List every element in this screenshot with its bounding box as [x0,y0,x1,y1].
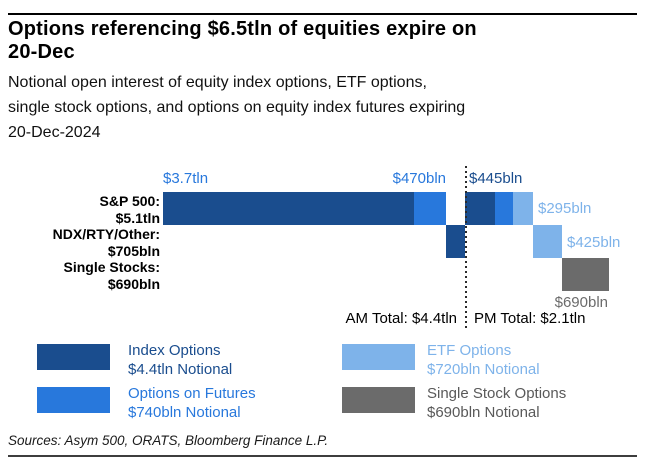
chart-title-line2: 20-Dec [8,41,75,63]
legend-text-index-options: Index Options $4.4tln Notional [128,341,232,379]
bar-segment-index-pm [464,192,495,225]
legend-value: $4.4tln Notional [128,361,233,378]
sources-text: Sources: Asym 500, ORATS, Bloomberg Fina… [8,433,329,448]
chart-subtitle-line2: single stock options, and options on equ… [8,99,466,116]
row-label-2: Single Stocks: $690bln [63,259,160,292]
chart-subtitle: Notional open interest of equity index o… [8,70,633,145]
legend-label: Options on Futures [128,385,256,402]
legend-swatch-single-stock-options [342,387,415,413]
bottom-rule [8,455,637,457]
bar-segment-etf-pm [533,225,562,258]
value-label: $425bln [567,234,621,251]
value-label: $445bln [469,170,523,187]
legend-label: Single Stock Options [427,385,567,402]
row-label-1: NDX/RTY/Other: $705bln [52,226,160,259]
row-label-0: S&P 500: $5.1tln [99,193,160,226]
bar-segment-index-am [445,225,465,258]
bar-segment-futures-pm [494,192,514,225]
pm-total-label: PM Total: $2.1tln [474,310,586,327]
value-label: $470bln [392,170,446,187]
chart-title-line1: Options referencing $6.5tln of equities … [8,18,477,40]
chart-subtitle-line3: 20-Dec-2024 [8,124,101,141]
legend-value: $720bln Notional [427,361,540,378]
am-pm-divider-line [464,166,467,328]
bar-segment-index-am [163,192,414,225]
bar-segment-single-pm [562,258,609,291]
legend-swatch-options-on-futures [37,387,110,413]
legend-label: Index Options [128,342,221,359]
bar-segment-futures-am [413,192,446,225]
legend-text-options-on-futures: Options on Futures $740bln Notional [128,384,256,422]
legend-value: $690bln Notional [427,404,540,421]
value-label: $690bln [554,294,608,311]
legend-swatch-etf-options [342,344,415,370]
legend-value: $740bln Notional [128,404,241,421]
chart-title: Options referencing $6.5tln of equities … [8,18,633,64]
value-label: $295bln [538,200,592,217]
bar-segment-etf-pm [513,192,534,225]
legend-text-etf-options: ETF Options $720bln Notional [427,341,540,379]
legend-text-single-stock-options: Single Stock Options $690bln Notional [427,384,566,422]
top-rule [8,13,637,15]
am-total-label: AM Total: $4.4tln [345,310,457,327]
chart-subtitle-line1: Notional open interest of equity index o… [8,74,427,91]
value-label: $3.7tln [163,170,209,187]
legend-swatch-index-options [37,344,110,370]
legend-label: ETF Options [427,342,512,359]
